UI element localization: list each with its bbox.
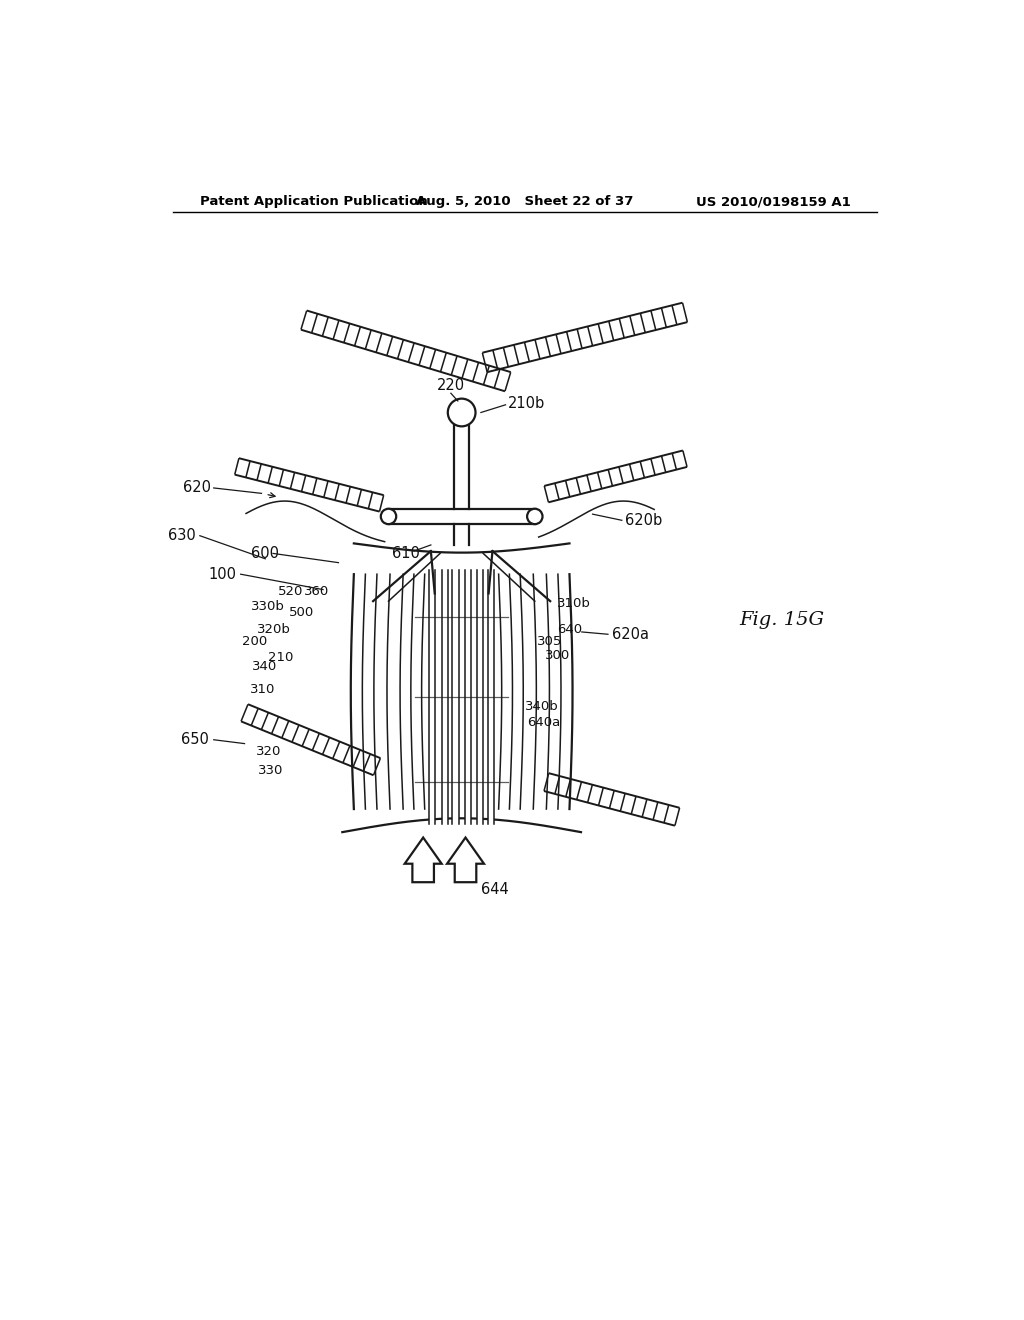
Text: 330b: 330b [251, 601, 285, 612]
Text: 620b: 620b [625, 512, 663, 528]
Polygon shape [301, 310, 511, 391]
Text: US 2010/0198159 A1: US 2010/0198159 A1 [695, 195, 851, 209]
Text: 500: 500 [289, 606, 313, 619]
Text: Patent Application Publication: Patent Application Publication [200, 195, 428, 209]
Text: 360: 360 [304, 585, 330, 598]
Polygon shape [487, 570, 494, 825]
Text: 330: 330 [258, 764, 283, 777]
Text: 610: 610 [392, 546, 420, 561]
Polygon shape [356, 548, 567, 825]
Polygon shape [454, 425, 469, 508]
Text: 640: 640 [557, 623, 583, 636]
Text: 620: 620 [183, 480, 211, 495]
Polygon shape [465, 570, 471, 825]
Circle shape [447, 399, 475, 426]
Text: 640a: 640a [527, 715, 560, 729]
Text: 305: 305 [538, 635, 562, 648]
Text: 600: 600 [251, 546, 280, 561]
Polygon shape [429, 570, 435, 825]
Polygon shape [441, 570, 447, 825]
Text: 320b: 320b [257, 623, 291, 636]
Circle shape [527, 508, 543, 524]
Polygon shape [544, 774, 680, 826]
Text: 620a: 620a [611, 627, 649, 642]
Polygon shape [477, 570, 483, 825]
Text: 220: 220 [437, 378, 465, 393]
Polygon shape [454, 524, 469, 545]
Text: 644: 644 [481, 882, 509, 898]
Polygon shape [447, 837, 484, 882]
Polygon shape [404, 837, 441, 882]
Polygon shape [388, 508, 535, 524]
Polygon shape [545, 450, 687, 503]
Text: 340b: 340b [524, 700, 558, 713]
Text: 340: 340 [252, 660, 276, 673]
Polygon shape [453, 570, 459, 825]
Circle shape [381, 508, 396, 524]
Polygon shape [482, 302, 687, 372]
Text: 310: 310 [250, 684, 275, 696]
Text: 520: 520 [279, 585, 304, 598]
Text: Fig. 15G: Fig. 15G [739, 611, 824, 630]
Polygon shape [241, 705, 381, 775]
Text: 210: 210 [268, 651, 294, 664]
Text: 650: 650 [181, 733, 209, 747]
Text: 630: 630 [168, 528, 196, 544]
Text: 210b: 210b [508, 396, 545, 411]
Text: 320: 320 [256, 744, 282, 758]
Text: Aug. 5, 2010   Sheet 22 of 37: Aug. 5, 2010 Sheet 22 of 37 [416, 195, 634, 209]
Text: 100: 100 [209, 566, 237, 582]
Text: 310b: 310b [557, 597, 591, 610]
Text: 200: 200 [243, 635, 267, 648]
Text: 300: 300 [545, 648, 570, 661]
Polygon shape [234, 458, 384, 512]
